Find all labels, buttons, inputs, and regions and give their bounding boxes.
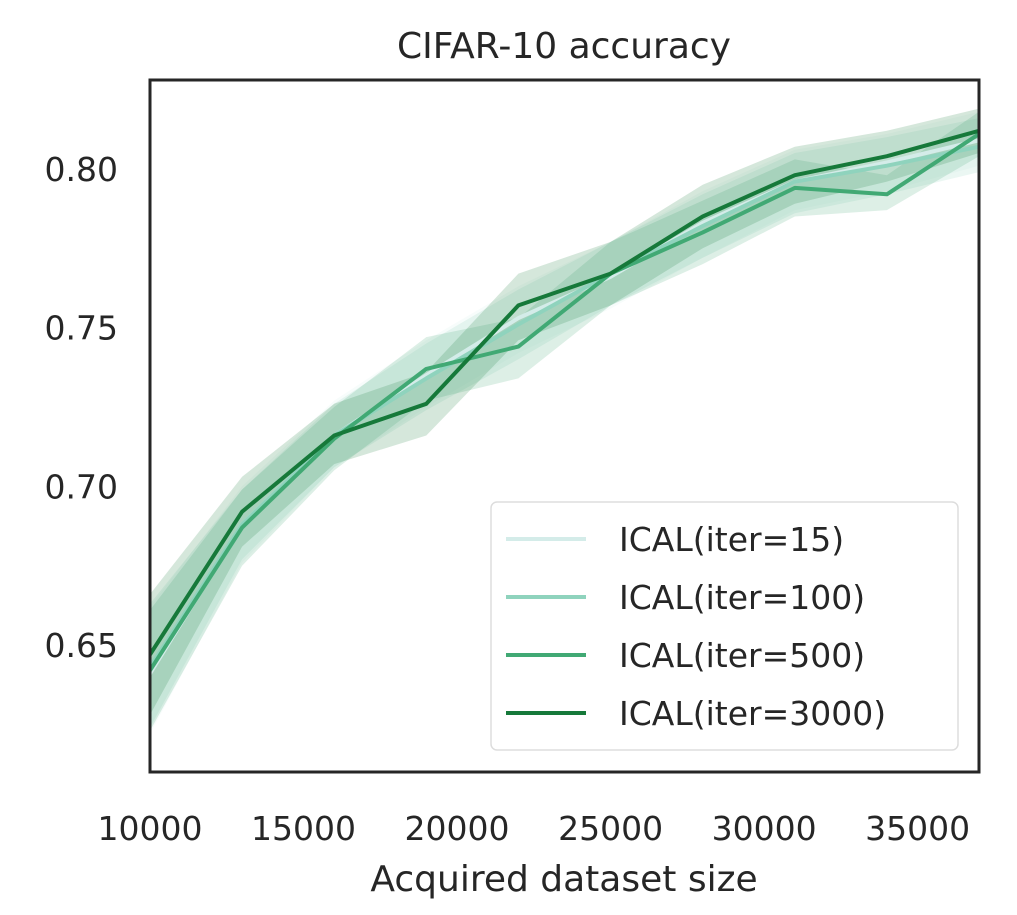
x-tick-label: 20000 (405, 809, 510, 848)
plot-frame (148, 78, 981, 774)
legend-label-ical-iter-15: ICAL(iter=15) (619, 520, 844, 559)
series-lines (150, 128, 979, 676)
y-tick-label: 0.70 (45, 467, 118, 506)
point-ical-iter-100-3 (424, 376, 428, 380)
x-tick-label: 30000 (712, 809, 817, 848)
point-ical-iter-3000-7 (793, 173, 797, 177)
point-ical-iter-3000-4 (516, 303, 520, 307)
point-ical-iter-3000-6 (701, 215, 705, 219)
point-ical-iter-500-1 (240, 526, 244, 530)
x-tick-label: 15000 (251, 809, 356, 848)
line-ical-iter-500 (150, 132, 979, 673)
point-ical-iter-3000-3 (424, 402, 428, 406)
point-ical-iter-3000-8 (885, 154, 889, 158)
point-ical-iter-100-8 (885, 164, 889, 168)
point-ical-iter-15-4 (516, 316, 520, 320)
x-tick-label: 35000 (865, 809, 970, 848)
band-ical-iter-500 (150, 111, 979, 731)
point-ical-iter-500-4 (516, 345, 520, 349)
point-ical-iter-100-7 (793, 180, 797, 184)
legend-label-ical-iter-500: ICAL(iter=500) (619, 636, 865, 675)
y-axis-ticks: 0.65 0.70 0.75 0.80 (45, 150, 118, 665)
point-ical-iter-500-6 (701, 230, 705, 234)
point-ical-iter-500-8 (885, 192, 889, 196)
y-tick-label: 0.75 (45, 309, 118, 348)
point-ical-iter-3000-1 (240, 510, 244, 514)
x-tick-label: 25000 (558, 809, 663, 848)
point-ical-iter-500-3 (424, 367, 428, 371)
legend: ICAL(iter=15) ICAL(iter=100) ICAL(iter=500… (490, 501, 959, 751)
line-ical-iter-3000 (150, 128, 979, 657)
point-ical-iter-500-7 (793, 186, 797, 190)
x-axis-label: Acquired dataset size (370, 859, 757, 900)
point-ical-iter-100-6 (701, 224, 705, 228)
legend-label-ical-iter-100: ICAL(iter=100) (619, 578, 865, 617)
band-ical-iter-15 (150, 111, 979, 734)
band-ical-iter-3000 (150, 108, 979, 715)
point-ical-iter-3000-2 (332, 434, 336, 438)
y-tick-label: 0.80 (45, 150, 118, 189)
line-ical-iter-100 (150, 144, 979, 670)
x-tick-label: 10000 (98, 809, 203, 848)
y-tick-label: 0.65 (45, 626, 118, 665)
point-ical-iter-100-4 (516, 322, 520, 326)
legend-box (490, 501, 959, 751)
chart-title: CIFAR-10 accuracy (397, 26, 731, 67)
confidence-bands (150, 108, 979, 734)
band-ical-iter-100 (150, 118, 979, 728)
point-ical-iter-3000-5 (609, 272, 613, 276)
legend-label-ical-iter-3000: ICAL(iter=3000) (619, 694, 886, 733)
x-axis-ticks: 10000 15000 20000 25000 30000 35000 (98, 809, 971, 848)
